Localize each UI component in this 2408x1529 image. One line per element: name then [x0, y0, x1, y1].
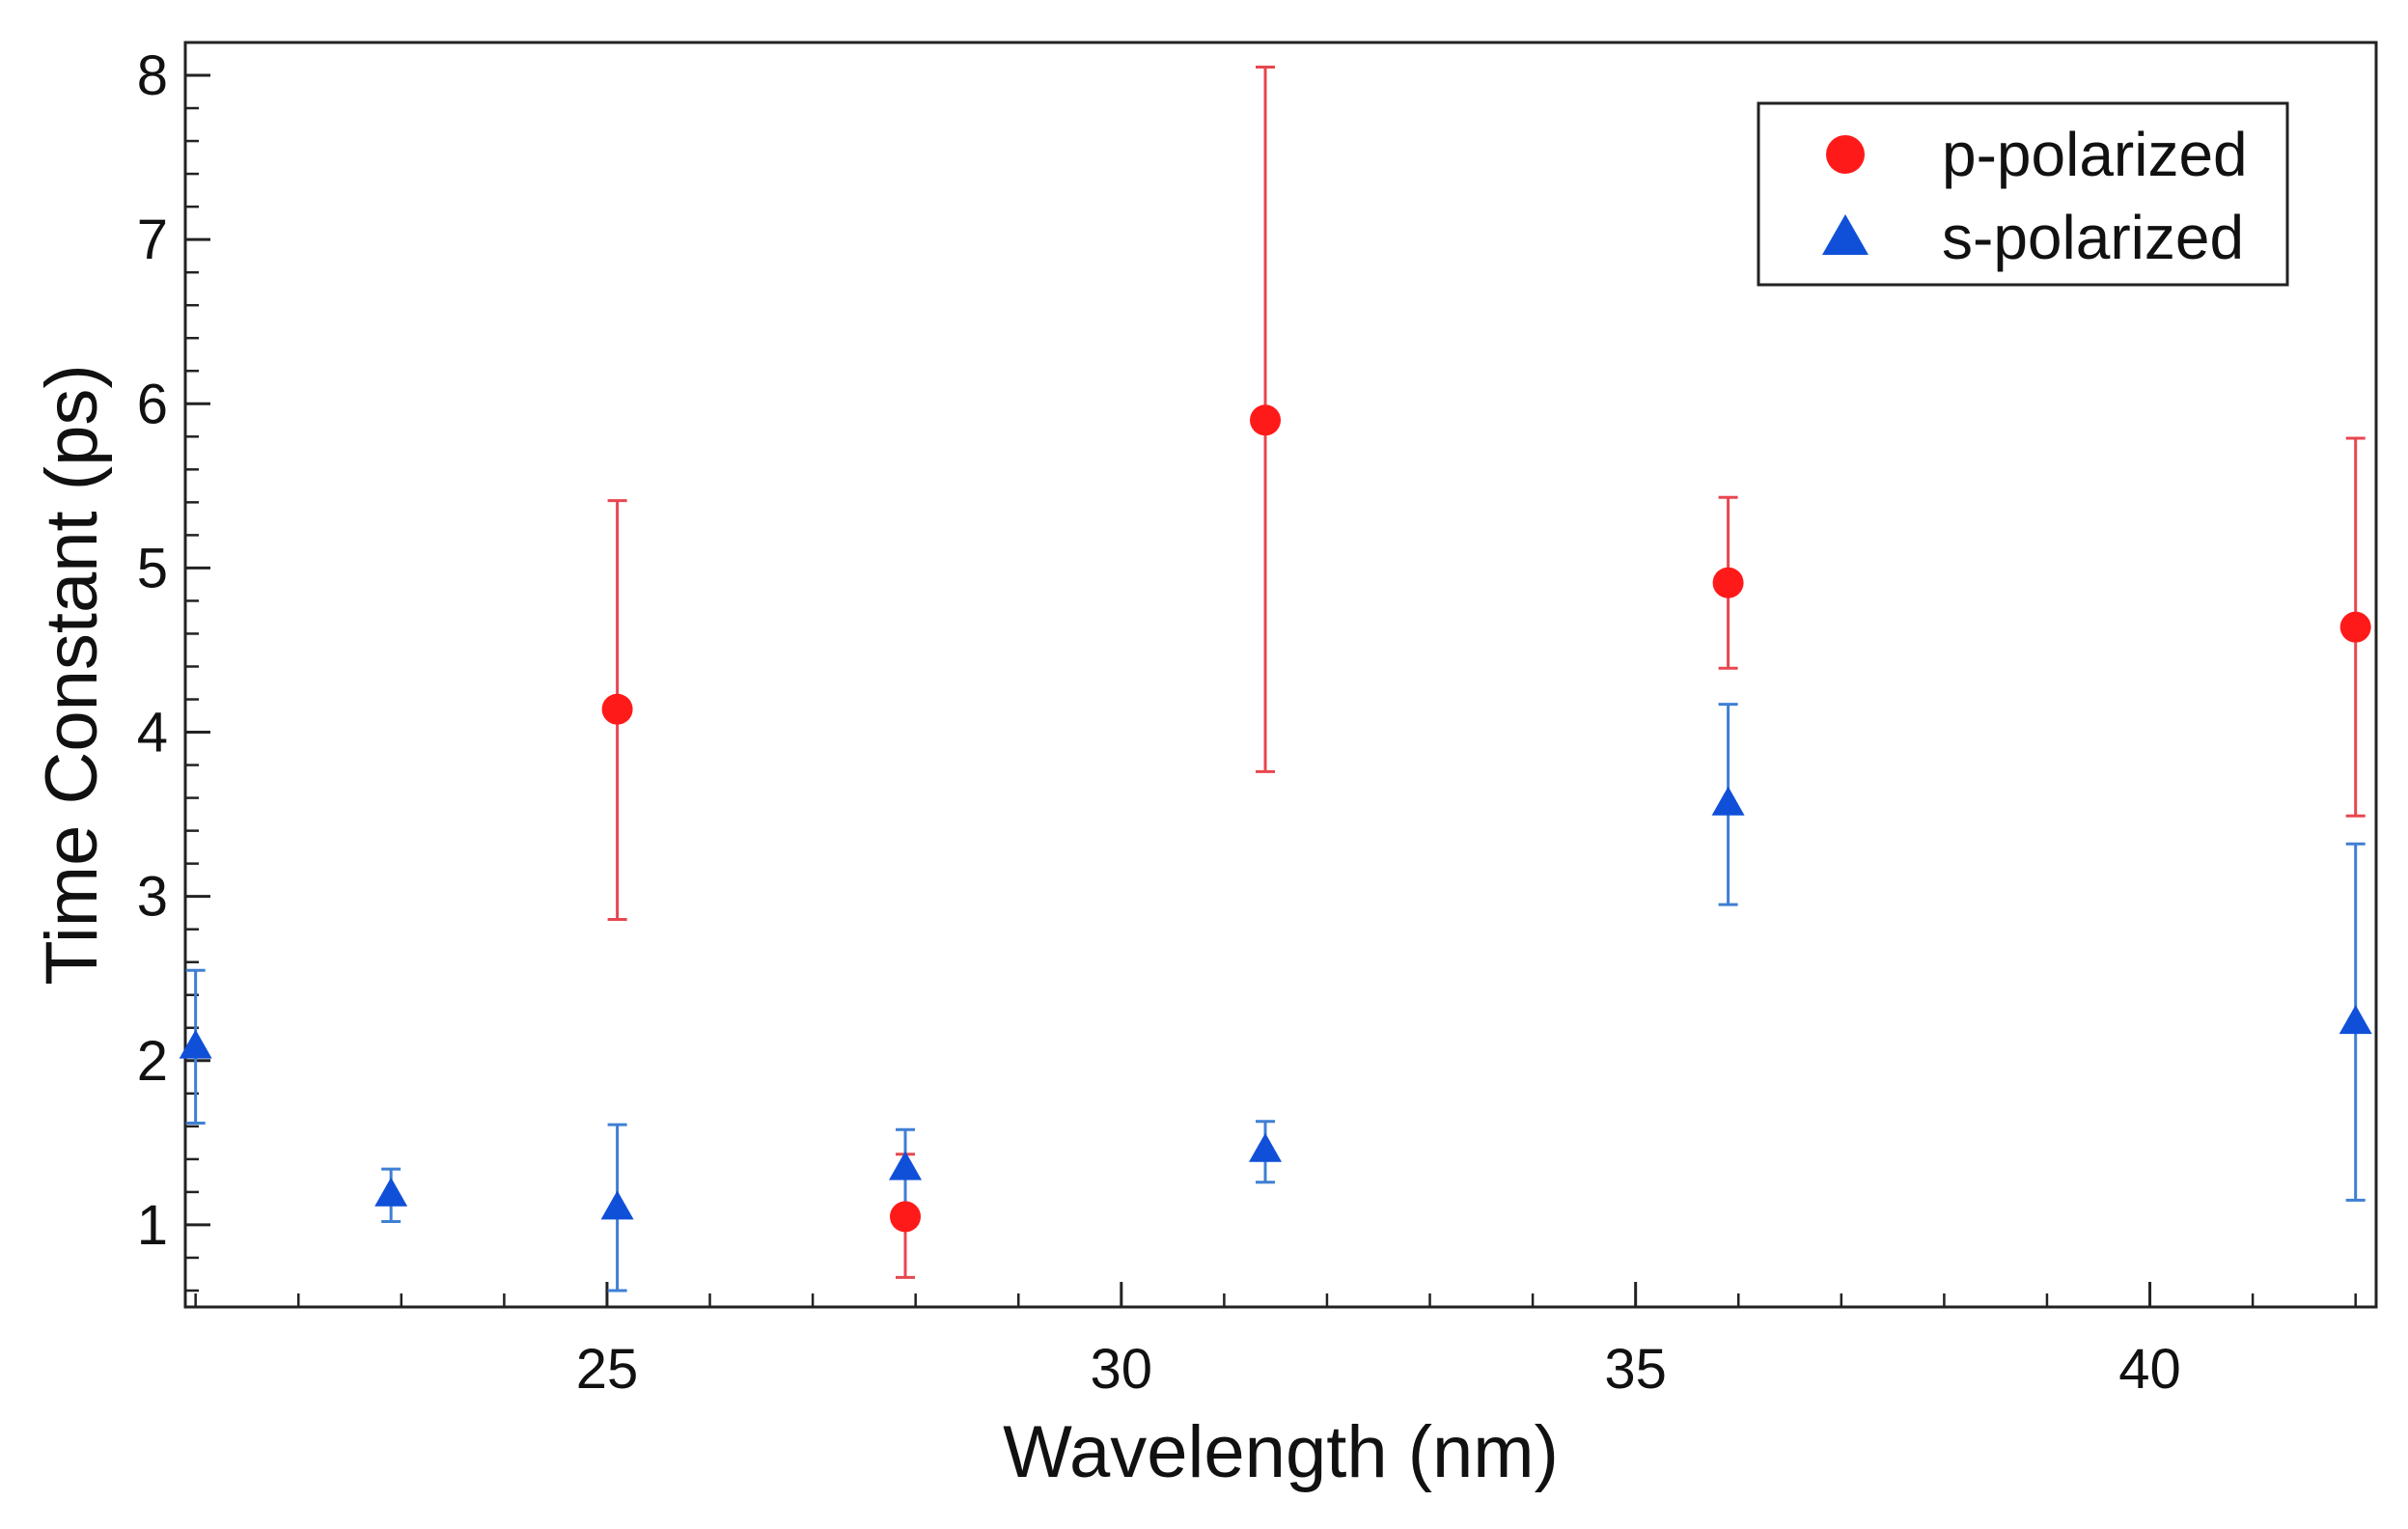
x-tick-label: 40	[2118, 1338, 2181, 1401]
plot-frame	[183, 41, 2378, 1309]
legend-label-s-polarized: s-polarized	[1942, 203, 2244, 272]
y-axis-title: Time Constant (ps)	[31, 364, 113, 985]
data-point-s-polarized	[889, 1151, 923, 1181]
x-tick-label: 30	[1091, 1338, 1153, 1401]
y-tick-label: 2	[137, 1030, 168, 1093]
data-point-p-polarized	[1712, 567, 1744, 598]
y-tick-label: 4	[137, 702, 168, 764]
x-tick-label: 35	[1604, 1338, 1667, 1401]
data-point-p-polarized	[1250, 404, 1282, 436]
data-point-s-polarized	[2339, 1005, 2372, 1035]
data-point-p-polarized	[2339, 611, 2371, 643]
data-point-p-polarized	[890, 1201, 922, 1233]
data-point-s-polarized	[600, 1190, 634, 1220]
legend: p-polarized s-polarized	[1757, 101, 2289, 287]
data-point-s-polarized	[179, 1029, 212, 1059]
y-tick-label: 7	[137, 208, 168, 271]
y-tick-label: 5	[137, 537, 168, 599]
legend-triangle-marker	[1822, 214, 1868, 255]
x-tick-label: 25	[576, 1338, 639, 1401]
ticks-group: 25 30 35 40 1 2 3 4 5 6 7 8	[137, 41, 2357, 1401]
x-axis-title: Wavelength (nm)	[1003, 1411, 1559, 1493]
y-tick-label: 1	[137, 1194, 168, 1257]
y-tick-label: 3	[137, 866, 168, 929]
markers-group	[179, 404, 2372, 1233]
axes-group	[183, 41, 2378, 1309]
data-point-s-polarized	[1711, 786, 1745, 816]
legend-circle-marker	[1826, 135, 1865, 174]
labels-group: Wavelength (nm) Time Constant (ps)	[31, 364, 1559, 1493]
data-point-s-polarized	[1249, 1132, 1283, 1162]
legend-label-p-polarized: p-polarized	[1942, 120, 2248, 189]
y-tick-label: 6	[137, 373, 168, 435]
data-point-p-polarized	[601, 693, 633, 725]
data-point-s-polarized	[374, 1177, 408, 1207]
y-tick-label: 8	[137, 44, 168, 107]
